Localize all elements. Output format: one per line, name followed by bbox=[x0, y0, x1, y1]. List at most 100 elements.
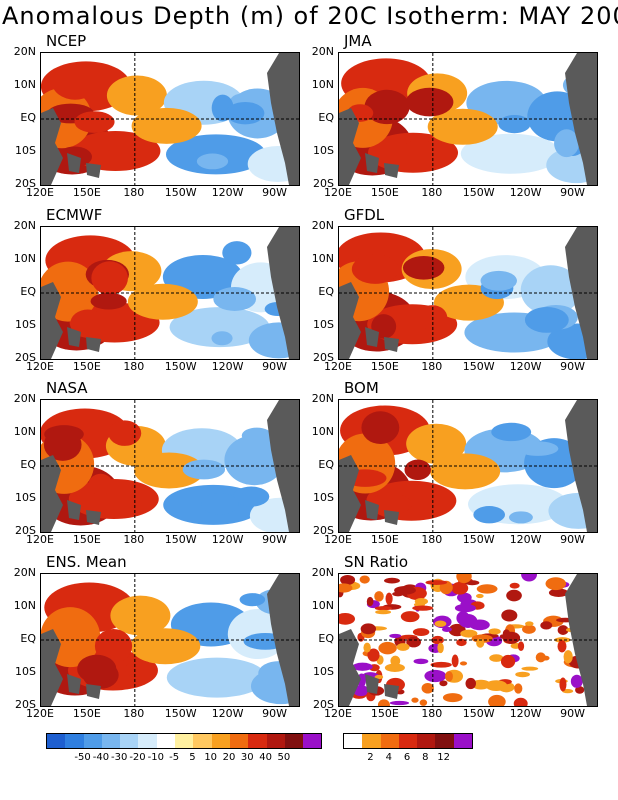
sn-contour bbox=[557, 640, 567, 653]
colorbar-label: 8 bbox=[422, 752, 429, 763]
sn-contour bbox=[575, 686, 585, 694]
land-mass bbox=[86, 337, 101, 352]
lon-tick-label: 150W bbox=[164, 533, 197, 546]
anomaly-contour bbox=[402, 256, 445, 280]
anomaly-contour bbox=[517, 441, 559, 456]
panel-label: JMA bbox=[344, 32, 372, 50]
anomaly-contour bbox=[368, 493, 412, 515]
lon-tick-label: 120W bbox=[509, 707, 542, 720]
sn-contour bbox=[506, 589, 522, 602]
lat-tick-label: EQ bbox=[318, 458, 334, 471]
lat-tick-label: 10S bbox=[313, 665, 334, 678]
lon-tick-label: 180 bbox=[421, 707, 443, 720]
anomaly-contour bbox=[232, 486, 270, 507]
lat-tick-label: 20S bbox=[313, 351, 334, 364]
panel-label: BOM bbox=[344, 379, 379, 397]
anomaly-contour bbox=[491, 422, 532, 442]
lat-tick-label: EQ bbox=[318, 111, 334, 124]
anomaly-contour bbox=[43, 428, 82, 461]
anomaly-contour bbox=[417, 305, 448, 330]
sn-contour bbox=[509, 582, 520, 589]
anomaly-contour bbox=[131, 107, 202, 144]
land-mass bbox=[86, 684, 101, 699]
panel-label: GFDL bbox=[344, 206, 385, 224]
land-mass bbox=[339, 629, 361, 706]
lat-tick-label: 10S bbox=[15, 144, 36, 157]
sn-contour bbox=[476, 638, 485, 648]
map-panel bbox=[338, 52, 598, 186]
lat-tick-label: 10N bbox=[311, 78, 334, 91]
colorbar-swatch bbox=[83, 734, 102, 748]
sn-contour bbox=[413, 658, 429, 665]
lon-tick-label: 90W bbox=[262, 360, 287, 373]
sn-contour bbox=[424, 669, 447, 683]
land-mass bbox=[67, 153, 81, 173]
colorbar-label: -5 bbox=[169, 752, 180, 763]
sn-contour bbox=[414, 597, 429, 605]
lon-tick-label: 90W bbox=[262, 186, 287, 199]
colorbar-swatch bbox=[453, 734, 473, 748]
map-panel bbox=[40, 226, 300, 360]
panel-label: NCEP bbox=[46, 32, 87, 50]
colorbar-label: -30 bbox=[111, 752, 128, 763]
lat-tick-label: 20N bbox=[311, 392, 334, 405]
lat-tick-label: 20N bbox=[311, 566, 334, 579]
map-panel bbox=[40, 52, 300, 186]
land-mass bbox=[41, 629, 63, 706]
colorbar-swatch bbox=[211, 734, 230, 748]
sn-contour bbox=[339, 583, 353, 593]
sn-contour bbox=[457, 592, 472, 603]
sn-contour bbox=[390, 655, 401, 667]
colorbar-swatch bbox=[398, 734, 418, 748]
land-mass bbox=[365, 674, 379, 694]
lon-tick-label: 90W bbox=[560, 533, 585, 546]
sn-contour bbox=[456, 638, 467, 647]
land-mass bbox=[67, 327, 81, 347]
lon-tick-label: 120E bbox=[26, 533, 54, 546]
sn-contour bbox=[377, 699, 390, 706]
colorbar-label: 12 bbox=[437, 752, 450, 763]
lat-tick-label: EQ bbox=[20, 111, 36, 124]
anomaly-contour bbox=[473, 506, 506, 524]
lon-tick-label: 180 bbox=[123, 360, 145, 373]
sn-contour bbox=[502, 631, 521, 644]
panel-label: NASA bbox=[46, 379, 88, 397]
sn-contour bbox=[554, 637, 571, 643]
land-mass bbox=[384, 163, 399, 178]
anomaly-contour bbox=[196, 153, 229, 170]
lat-tick-label: 10N bbox=[311, 425, 334, 438]
anomaly-contour bbox=[130, 628, 201, 665]
lon-tick-label: 120W bbox=[509, 186, 542, 199]
lon-tick-label: 120E bbox=[324, 707, 352, 720]
sn-contour bbox=[374, 591, 384, 602]
sn-contour bbox=[465, 677, 476, 690]
colorbar-label: -20 bbox=[129, 752, 146, 763]
sn-contour bbox=[374, 674, 384, 680]
sn-contour bbox=[525, 621, 534, 627]
lon-tick-label: 150E bbox=[370, 707, 399, 720]
colorbar-swatch bbox=[193, 734, 212, 748]
sn-contour bbox=[411, 697, 419, 703]
anomaly-contour bbox=[201, 493, 239, 515]
anomaly-contour bbox=[224, 435, 285, 486]
sn-contour bbox=[384, 577, 400, 584]
sn-contour bbox=[515, 671, 530, 678]
lon-tick-label: 150W bbox=[462, 533, 495, 546]
map-panel bbox=[338, 573, 598, 707]
lat-tick-label: 20N bbox=[13, 392, 36, 405]
lat-tick-label: EQ bbox=[20, 458, 36, 471]
land-mass bbox=[41, 455, 63, 532]
colorbar-label: 50 bbox=[277, 752, 291, 763]
anomaly-contour bbox=[226, 101, 265, 125]
sn-contour bbox=[434, 620, 447, 627]
sn-contour bbox=[535, 652, 546, 663]
lon-tick-label: 150W bbox=[164, 707, 197, 720]
colorbar-swatch bbox=[380, 734, 399, 748]
anomaly-contour bbox=[51, 64, 99, 100]
colorbar-label: -40 bbox=[92, 752, 110, 763]
colorbar-swatch bbox=[362, 734, 381, 748]
colorbar-swatch bbox=[417, 734, 436, 748]
lon-tick-label: 150W bbox=[164, 360, 197, 373]
anomaly-contour bbox=[125, 660, 155, 678]
lon-tick-label: 90W bbox=[560, 707, 585, 720]
